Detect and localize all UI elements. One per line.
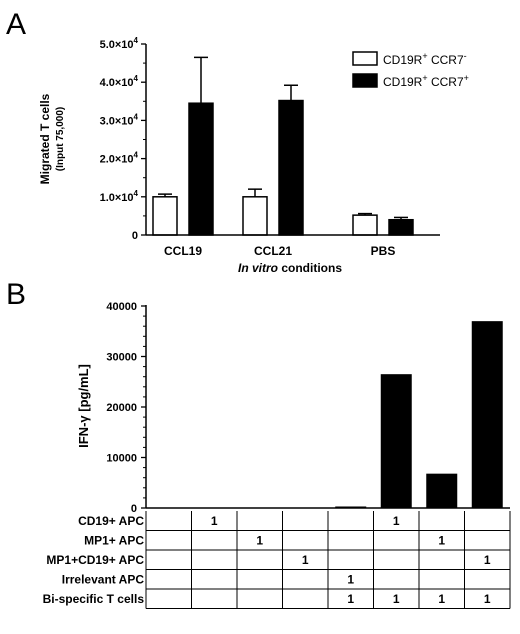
table-cell-value: 1 — [438, 592, 445, 606]
panel-b-y-label: IFN-γ [pg/mL] — [76, 364, 91, 448]
panel-b-y-tick-label: 30000 — [106, 352, 137, 364]
table-cell-value: 1 — [302, 553, 309, 567]
panel-a-y-tick-exponent: 4 — [134, 74, 139, 83]
panel-a-legend-label: CD19R+ CCR7+ — [383, 73, 469, 89]
panel-a-y-tick-exponent: 4 — [134, 151, 139, 160]
panel-a-y-tick-label: 0 — [132, 230, 138, 242]
panel-b-y-tick-label: 10000 — [106, 453, 137, 465]
table-cell-value: 1 — [347, 592, 354, 606]
panel-a-bar — [278, 99, 304, 236]
panel-b-y-ticks: 0 10000 20000 30000 40000 — [106, 301, 146, 515]
panel-a-y-tick-label: 1.0×104 — [100, 189, 139, 204]
panel-a-y-tick-mantissa: 1.0×10 — [100, 192, 134, 204]
panel-a-legend-name2: CCR7 — [428, 53, 464, 67]
panel-a-label: A — [6, 8, 26, 41]
table-cell-value: 1 — [438, 534, 445, 548]
panel-a-categories: CCL19 CCL21 PBS — [164, 244, 395, 258]
panel-a-legend-sup: - — [464, 51, 467, 61]
panel-a-legend-label: CD19R+ CCR7- — [383, 51, 467, 67]
panel-a-legend: CD19R+ CCR7-CD19R+ CCR7+ — [352, 51, 469, 89]
panel-b-y-tick-label: 0 — [131, 503, 137, 515]
table-row-label: Bi-specific T cells — [43, 592, 145, 606]
panel-a-x-label: In vitro conditions — [238, 261, 342, 275]
table-cell-value: 1 — [393, 514, 400, 528]
table-cell-value: 1 — [484, 592, 491, 606]
panel-b-bars — [335, 321, 503, 508]
panel-a-y-tick-label: 4.0×104 — [100, 74, 139, 89]
panel-a-bar — [388, 218, 414, 236]
panel-a-y-label: Migrated T cells — [38, 93, 52, 184]
panel-a-y-tick-mantissa: 4.0×10 — [100, 77, 134, 89]
panel-b-bar — [426, 473, 458, 508]
table-cell-value: 1 — [484, 553, 491, 567]
panel-b: B 0 10000 20000 30000 40000 IFN-γ [pg/mL] CD… — [6, 278, 511, 609]
table-row-label: MP1+CD19+ APC — [46, 553, 144, 567]
panel-a-y-tick-exponent: 4 — [134, 36, 139, 45]
panel-a-category-label: CCL19 — [164, 244, 202, 258]
panel-a-bar — [352, 214, 378, 236]
panel-a-legend-name2: CCR7 — [428, 75, 464, 89]
panel-a-y-tick-mantissa: 3.0×10 — [100, 115, 134, 127]
panel-b-y-tick-label: 40000 — [106, 301, 137, 313]
panel-a-bar — [152, 196, 178, 236]
table-row-label: CD19+ APC — [78, 514, 144, 528]
panel-a-legend-sup: + — [422, 51, 427, 61]
panel-a-y-tick-label: 2.0×104 — [100, 151, 139, 166]
panel-a-y-tick-exponent: 4 — [134, 112, 139, 121]
panel-b-bar — [471, 321, 503, 508]
panel-a-y-tick-exponent: 4 — [134, 189, 139, 198]
panel-b-condition-table: CD19+ APC 1 1 MP1+ APC 1 1 MP1+CD19+ APC 1 1 Irre… — [43, 511, 511, 609]
table-cell-value: 1 — [211, 514, 218, 528]
panel-a-x-label-italic: In vitro — [238, 261, 278, 275]
panel-b-y-tick-label: 20000 — [106, 402, 137, 414]
panel-a-legend-swatch — [352, 73, 378, 88]
table-cell-value: 1 — [347, 573, 354, 587]
panel-a-y-sublabel: (Input 75,000) — [55, 107, 66, 171]
table-cell-value: 1 — [256, 534, 263, 548]
panel-b-bar — [380, 374, 412, 508]
table-cell-value: 1 — [393, 592, 400, 606]
panel-a-y-tick-mantissa: 0 — [132, 230, 138, 242]
table-row-label: Irrelevant APC — [62, 573, 145, 587]
panel-b-label: B — [6, 278, 26, 311]
panel-a-bars — [152, 56, 414, 236]
panel-a-legend-swatch — [352, 51, 378, 66]
panel-a-category-label: PBS — [371, 244, 396, 258]
panel-a-bar — [188, 102, 214, 236]
panel-a-bar — [242, 196, 268, 236]
table-row-label: MP1+ APC — [84, 534, 144, 548]
panel-a-y-tick-label: 3.0×104 — [100, 112, 139, 127]
panel-a-y-tick-mantissa: 2.0×10 — [100, 154, 134, 166]
panel-a-legend-name: CD19R — [383, 75, 423, 89]
panel-b-bar — [335, 506, 367, 508]
panel-a-category-label: CCL21 — [254, 244, 292, 258]
panel-a-legend-sup: + — [464, 73, 469, 83]
panel-a-y-tick-label: 5.0×104 — [100, 36, 139, 51]
panel-a-legend-name: CD19R — [383, 53, 423, 67]
panel-a-x-label-rest: conditions — [278, 261, 342, 275]
panel-a-y-tick-mantissa: 5.0×10 — [100, 39, 134, 51]
panel-a-legend-sup: + — [422, 73, 427, 83]
